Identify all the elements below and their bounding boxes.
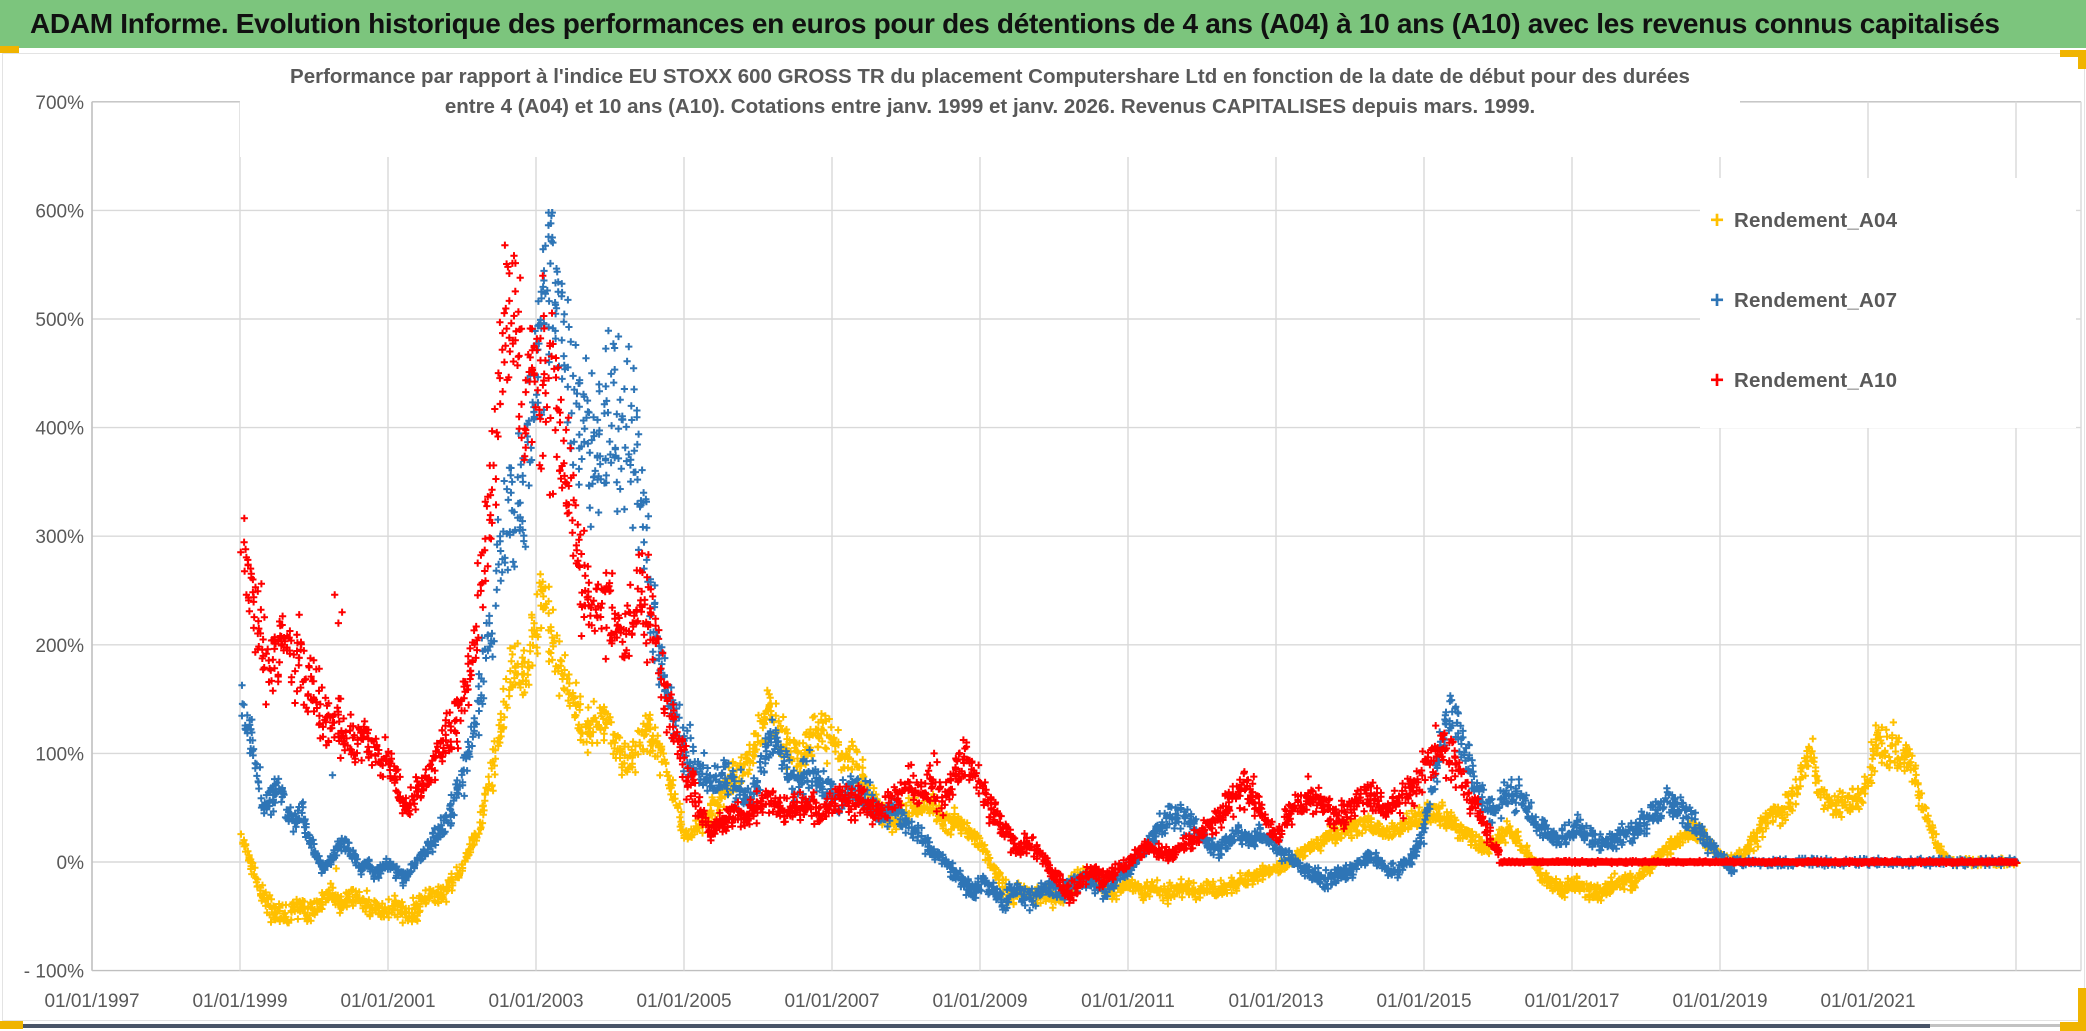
x-tick-label: 01/01/2013 [1228,991,1323,1012]
y-tick-label: 600% [35,201,84,222]
y-tick-label: 300% [35,527,84,548]
chart-title-line1: Performance par rapport à l'indice EU ST… [290,65,1690,88]
legend-item-rendement-a10[interactable]: + Rendement_A10 [1700,364,2076,398]
x-tick-label: 01/01/2015 [1376,991,1471,1012]
x-tick-label: 01/01/2019 [1672,991,1767,1012]
header-bar: ADAM Informe. Evolution historique des p… [0,0,2086,48]
y-tick-label: 700% [35,93,84,114]
y-tick-label: 200% [35,636,84,657]
x-tick-label: 01/01/1999 [192,991,287,1012]
legend: + Rendement_A04 + Rendement_A07 + Rendem… [1700,178,2076,428]
legend-item-rendement-a04[interactable]: + Rendement_A04 [1700,204,2076,238]
x-tick-label: 01/01/2007 [784,991,879,1012]
legend-label: Rendement_A07 [1734,289,1898,312]
gold-frame-bottom-left [0,1021,23,1029]
bottom-rule [0,1024,1930,1028]
y-tick-label: 500% [35,310,84,331]
flat-zero-markers [1495,856,2021,868]
x-tick-label: 01/01/2017 [1524,991,1619,1012]
plus-marker-icon: + [1709,207,1724,234]
legend-item-rendement-a07[interactable]: + Rendement_A07 [1700,284,2076,318]
legend-label: Rendement_A04 [1734,209,1898,232]
y-tick-label: 400% [35,419,84,440]
y-tick-label: 100% [35,744,84,765]
y-tick-label: - 100% [24,962,84,983]
gold-frame-top-right-v [2078,50,2086,69]
plus-marker-icon: + [1709,367,1724,394]
gold-frame-top-right-h [2060,50,2086,57]
x-tick-label: 01/01/1997 [44,991,139,1012]
x-tick-label: 01/01/2021 [1820,991,1915,1012]
x-tick-label: 01/01/2009 [932,991,1027,1012]
chart-title: Performance par rapport à l'indice EU ST… [240,57,1740,157]
x-tick-label: 01/01/2011 [1081,991,1175,1012]
chart-title-line2: entre 4 (A04) et 10 ans (A10). Cotations… [444,95,1536,118]
x-tick-label: 01/01/2003 [488,991,583,1012]
bottom-rule-light [1930,1024,2070,1027]
gold-frame-bottom-right-h [2060,1022,2086,1031]
gold-frame-top-left [0,46,19,53]
legend-label: Rendement_A10 [1734,369,1898,392]
x-tick-label: 01/01/2005 [636,991,731,1012]
page-title: ADAM Informe. Evolution historique des p… [30,8,2000,39]
series-rendement_a10 [237,241,1503,907]
x-tick-label: 01/01/2001 [340,991,435,1012]
y-tick-label: 0% [57,853,85,874]
gold-frame-bottom-right-v [2078,988,2086,1031]
plus-marker-icon: + [1709,287,1724,314]
